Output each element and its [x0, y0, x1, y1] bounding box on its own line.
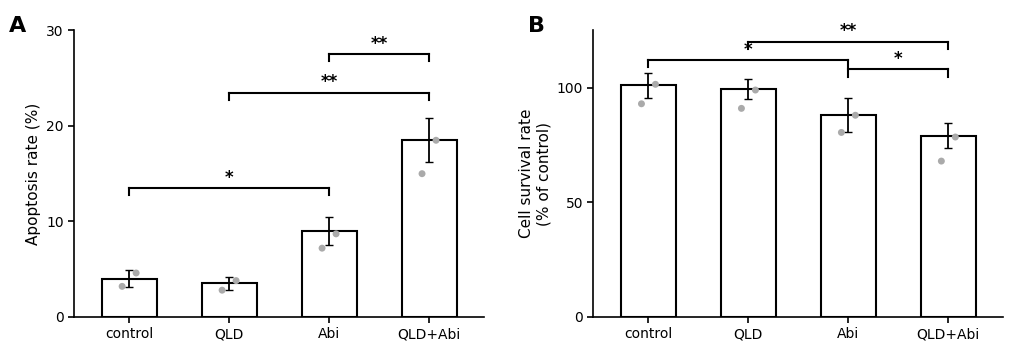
Point [847, 112, 863, 118]
Y-axis label: Cell survival rate
(% of control): Cell survival rate (% of control) [519, 109, 550, 238]
Point [114, 284, 130, 289]
Point [733, 106, 749, 111]
Bar [621, 86, 676, 317]
Text: *: * [894, 50, 902, 68]
Point [327, 231, 343, 237]
Bar [401, 140, 457, 317]
Point [127, 270, 144, 276]
Point [314, 245, 330, 251]
Text: B: B [528, 16, 544, 36]
Point [647, 81, 663, 87]
Point [833, 130, 849, 135]
Bar [302, 231, 357, 317]
Bar [720, 89, 775, 317]
Text: **: ** [370, 35, 387, 53]
Bar [202, 284, 257, 317]
Point [633, 101, 649, 107]
Y-axis label: Apoptosis rate (%): Apoptosis rate (%) [25, 102, 41, 245]
Point [214, 287, 230, 293]
Text: **: ** [839, 23, 856, 40]
Point [947, 134, 963, 140]
Point [747, 87, 763, 93]
Text: A: A [8, 16, 25, 36]
Bar [820, 115, 875, 317]
Text: *: * [744, 41, 752, 59]
Point [227, 278, 244, 284]
Bar [102, 279, 157, 317]
Point [414, 171, 430, 176]
Text: *: * [224, 169, 233, 187]
Point [932, 158, 949, 164]
Bar [920, 136, 975, 317]
Point [427, 137, 443, 143]
Text: **: ** [320, 73, 337, 91]
